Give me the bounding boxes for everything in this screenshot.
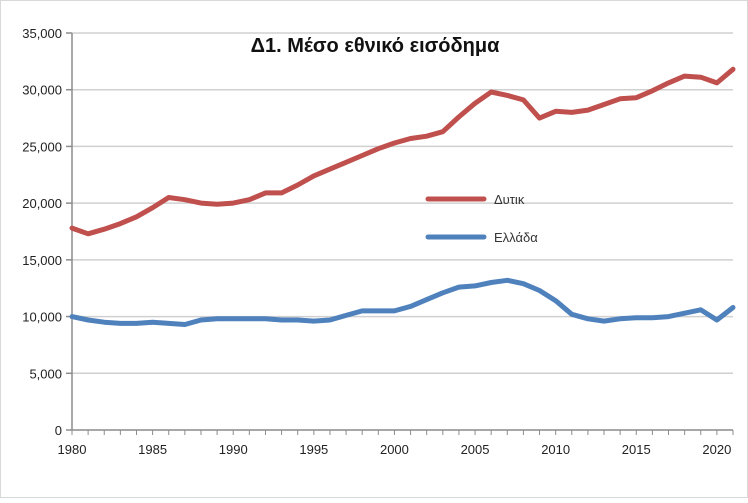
x-tick-label: 2010 bbox=[541, 442, 570, 457]
x-tick-label: 1980 bbox=[58, 442, 87, 457]
y-tick-label: 15,000 bbox=[22, 253, 62, 268]
x-tick-label: 2000 bbox=[380, 442, 409, 457]
chart-title: Δ1. Μέσο εθνικό εισόδημα bbox=[251, 35, 501, 57]
x-tick-label: 1990 bbox=[219, 442, 248, 457]
x-tick-label: 2005 bbox=[461, 442, 490, 457]
x-tick-label: 2015 bbox=[622, 442, 651, 457]
y-tick-label: 5,000 bbox=[29, 366, 62, 381]
y-tick-label: 10,000 bbox=[22, 310, 62, 325]
series-line-2 bbox=[69, 277, 736, 327]
y-tick-label: 20,000 bbox=[22, 196, 62, 211]
y-tick-label: 0 bbox=[55, 423, 62, 438]
y-tick-label: 30,000 bbox=[22, 83, 62, 98]
series-line-1 bbox=[69, 66, 736, 237]
series-lines bbox=[69, 66, 736, 327]
x-tick-label: 2020 bbox=[702, 442, 731, 457]
y-tick-label: 35,000 bbox=[22, 26, 62, 41]
legend-label-2: Ελλάδα bbox=[494, 230, 538, 245]
y-tick-label: 25,000 bbox=[22, 139, 62, 154]
legend: Δυτικ Ελλάδα bbox=[425, 192, 538, 245]
x-tick-label: 1985 bbox=[138, 442, 167, 457]
axes: 0 5,000 10,000 15,000 20,000 25,000 30,000 35,0… bbox=[22, 26, 734, 457]
legend-label-1: Δυτικ bbox=[494, 192, 525, 207]
gridlines bbox=[72, 32, 733, 375]
x-tick-label: 1995 bbox=[299, 442, 328, 457]
